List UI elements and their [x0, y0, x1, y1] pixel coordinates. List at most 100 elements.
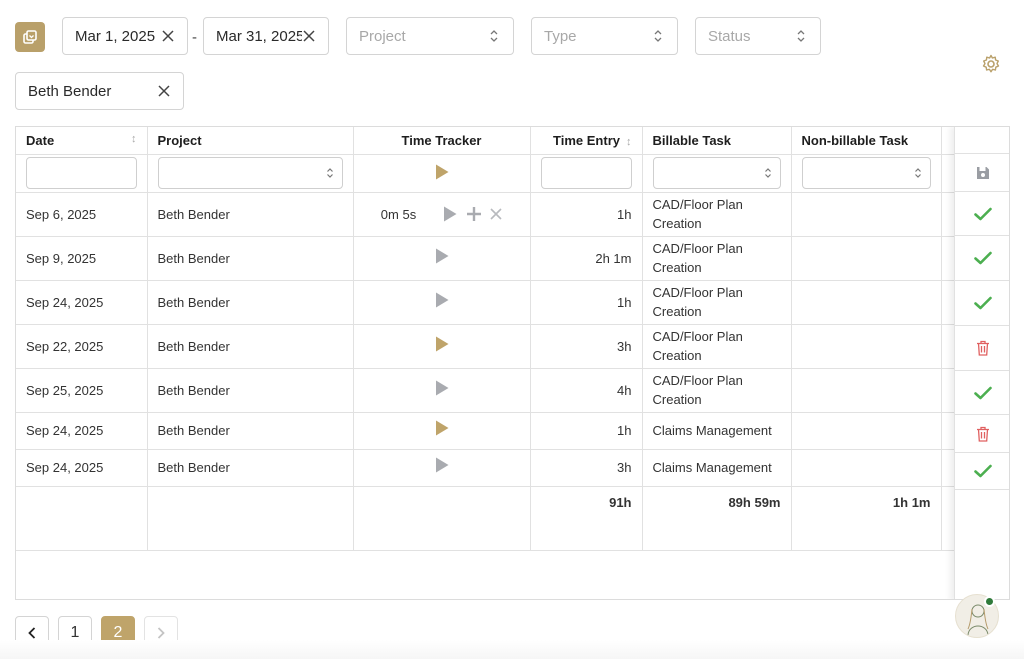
table-row: Sep 22, 2025 Beth Bender 3h CAD/Floor Pl…	[16, 324, 963, 369]
row-nonbillable-task	[791, 236, 942, 281]
new-entry-time-cell	[530, 154, 643, 193]
row-date: Sep 6, 2025	[16, 192, 148, 237]
new-entry-time-input[interactable]	[540, 157, 632, 189]
totals-empty-cell	[147, 486, 354, 551]
column-header-date-label: Date	[26, 132, 55, 148]
totals-empty-cell	[353, 486, 531, 551]
date-from-field[interactable]: Mar 1, 2025	[62, 17, 188, 55]
type-select[interactable]: Type	[531, 17, 678, 55]
copy-entries-icon[interactable]	[15, 22, 45, 52]
total-time-entry: 91h	[530, 486, 643, 551]
settings-gear-icon[interactable]	[981, 54, 1001, 74]
column-header-date[interactable]: Date ↕	[16, 127, 148, 155]
add-time-icon[interactable]	[466, 206, 482, 222]
select-arrows-icon	[914, 168, 921, 178]
sort-icon[interactable]: ↕	[131, 132, 137, 145]
new-entry-nonbillable-select[interactable]	[801, 157, 931, 189]
play-icon[interactable]	[434, 291, 450, 309]
row-date: Sep 24, 2025	[16, 412, 148, 450]
row-date: Sep 22, 2025	[16, 324, 148, 369]
play-icon[interactable]	[434, 247, 450, 265]
row-project: Beth Bender	[147, 368, 354, 413]
play-icon[interactable]	[434, 456, 450, 474]
row-tracker-cell	[353, 324, 531, 369]
row-billable-task: CAD/Floor Plan Creation	[642, 368, 792, 413]
new-entry-billable-select[interactable]	[652, 157, 781, 189]
delete-trash-icon[interactable]	[955, 415, 1009, 453]
clear-date-from-icon[interactable]	[161, 29, 175, 43]
user-filter-value: Beth Bender	[28, 82, 112, 100]
row-nonbillable-task	[791, 449, 942, 487]
select-arrows-icon	[764, 168, 771, 178]
clear-date-to-icon[interactable]	[302, 29, 316, 43]
row-time-entry: 2h 1m	[530, 236, 643, 281]
row-tracker-cell: 0m 5s	[353, 192, 531, 237]
table-row: Sep 24, 2025 Beth Bender 3h Claims Manag…	[16, 449, 963, 487]
row-tracker-cell	[353, 368, 531, 413]
chevron-left-icon	[28, 627, 36, 639]
start-timer-play-icon[interactable]	[434, 163, 450, 181]
project-select[interactable]: Project	[346, 17, 514, 55]
approved-check-icon[interactable]	[955, 236, 1009, 281]
new-entry-date-cell	[16, 154, 148, 193]
column-header-time-entry[interactable]: Time Entry ↕	[530, 127, 643, 155]
row-billable-task: CAD/Floor Plan Creation	[642, 280, 792, 325]
approved-check-icon[interactable]	[955, 192, 1009, 236]
date-range-separator: -	[192, 29, 197, 46]
bottom-fade	[0, 640, 1024, 659]
type-select-placeholder: Type	[544, 27, 577, 45]
chevron-right-icon	[157, 627, 165, 639]
date-to-field[interactable]: Mar 31, 2025	[203, 17, 329, 55]
table-row: Sep 9, 2025 Beth Bender 2h 1m CAD/Floor …	[16, 236, 963, 281]
status-select[interactable]: Status	[695, 17, 821, 55]
row-tracker-cell	[353, 449, 531, 487]
approved-check-icon[interactable]	[955, 371, 1009, 415]
column-header-time-entry-label: Time Entry	[553, 132, 620, 148]
play-icon[interactable]	[434, 335, 450, 353]
row-tracker-cell	[353, 412, 531, 450]
sort-icon[interactable]: ↕	[626, 135, 632, 148]
user-filter-field[interactable]: Beth Bender	[15, 72, 184, 110]
new-entry-project-select[interactable]	[157, 157, 343, 189]
approved-check-icon[interactable]	[955, 281, 1009, 326]
totals-empty-cell	[16, 486, 148, 551]
row-time-entry: 4h	[530, 368, 643, 413]
save-entry-icon[interactable]	[955, 154, 1009, 192]
play-icon[interactable]	[434, 379, 450, 397]
row-tracker-time: 0m 5s	[380, 206, 417, 222]
new-entry-tracker-cell	[353, 154, 531, 193]
clear-user-icon[interactable]	[157, 84, 171, 98]
totals-row: 91h 89h 59m 1h 1m	[16, 486, 963, 551]
actions-column	[954, 127, 1009, 599]
select-arrows-icon	[651, 29, 665, 43]
row-project: Beth Bender	[147, 280, 354, 325]
row-tracker-cell	[353, 236, 531, 281]
date-to-value: Mar 31, 2025	[216, 27, 302, 45]
new-entry-row	[16, 154, 963, 193]
row-project: Beth Bender	[147, 412, 354, 450]
row-billable-task: CAD/Floor Plan Creation	[642, 192, 792, 237]
time-entries-table: Date ↕ Project Time Tracker Time Entry ↕ B…	[15, 126, 1010, 600]
discard-timer-icon[interactable]	[490, 208, 502, 220]
new-entry-date-input[interactable]	[26, 157, 137, 189]
row-nonbillable-task	[791, 324, 942, 369]
column-header-time-tracker: Time Tracker	[353, 127, 531, 155]
row-project: Beth Bender	[147, 236, 354, 281]
total-nonbillable: 1h 1m	[791, 486, 942, 551]
row-tracker-cell	[353, 280, 531, 325]
column-header-nonbillable-task: Non-billable Task	[791, 127, 942, 155]
play-icon[interactable]	[434, 419, 450, 437]
table-row: Sep 6, 2025 Beth Bender 0m 5s 1h CAD/Flo…	[16, 192, 963, 237]
column-header-billable-task: Billable Task	[642, 127, 792, 155]
new-entry-nonbillable-cell	[791, 154, 942, 193]
new-entry-billable-cell	[642, 154, 792, 193]
approved-check-icon[interactable]	[955, 453, 1009, 490]
play-icon[interactable]	[442, 205, 458, 223]
row-time-entry: 1h	[530, 412, 643, 450]
date-from-value: Mar 1, 2025	[75, 27, 156, 45]
row-billable-task: Claims Management	[642, 412, 792, 450]
row-time-entry: 3h	[530, 324, 643, 369]
delete-trash-icon[interactable]	[955, 326, 1009, 371]
column-header-project: Project	[147, 127, 354, 155]
status-select-placeholder: Status	[708, 27, 751, 45]
